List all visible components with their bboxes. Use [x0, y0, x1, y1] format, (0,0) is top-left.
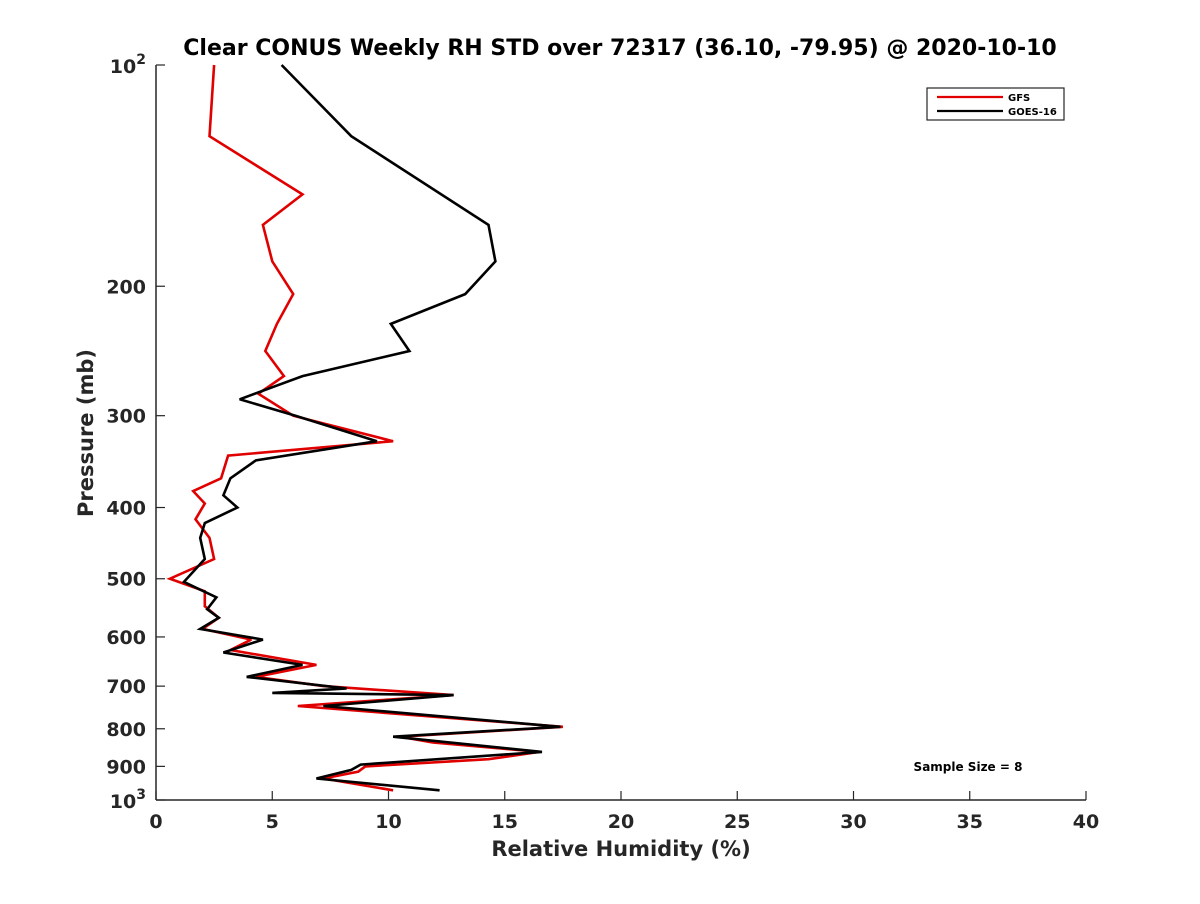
y-tick-label: 102 — [110, 52, 146, 78]
y-tick-label: 103 — [110, 787, 146, 813]
x-tick-label: 35 — [957, 811, 983, 833]
legend-box — [926, 87, 1065, 121]
legend: GFS GOES-16 — [926, 87, 1065, 121]
x-tick-label: 25 — [724, 811, 750, 833]
legend-label-goes-16: GOES-16 — [1008, 107, 1057, 118]
y-tick-label: 900 — [106, 756, 146, 778]
y-tick-label: 800 — [106, 719, 146, 741]
x-axis-label: Relative Humidity (%) — [491, 837, 750, 861]
series-line-goes-16 — [181, 64, 561, 792]
data-series — [166, 64, 564, 792]
chart-title: Clear CONUS Weekly RH STD over 72317 (36… — [183, 36, 1056, 61]
y-tick-label: 700 — [106, 676, 146, 698]
tick-marks: 0 5 10 15 20 25 30 35 40 102 200 300 400 500 600 700 800… — [106, 52, 1099, 833]
y-tick-label: 200 — [106, 276, 146, 298]
sample-size-annotation: Sample Size = 8 — [914, 760, 1023, 774]
y-tick-label: 400 — [106, 498, 146, 520]
x-tick-label: 20 — [608, 811, 634, 833]
y-tick-label: 500 — [106, 569, 146, 591]
axes — [155, 65, 1086, 801]
y-axis-label: Pressure (mb) — [74, 349, 98, 517]
series-line-gfs — [166, 64, 564, 792]
x-tick-label: 0 — [149, 811, 162, 833]
legend-label-gfs: GFS — [1008, 93, 1030, 104]
x-tick-label: 40 — [1073, 811, 1099, 833]
y-tick-label: 300 — [106, 406, 146, 428]
x-tick-label: 30 — [840, 811, 866, 833]
x-tick-label: 15 — [492, 811, 518, 833]
y-tick-label: 600 — [106, 627, 146, 649]
x-tick-label: 5 — [266, 811, 279, 833]
x-tick-label: 10 — [375, 811, 401, 833]
